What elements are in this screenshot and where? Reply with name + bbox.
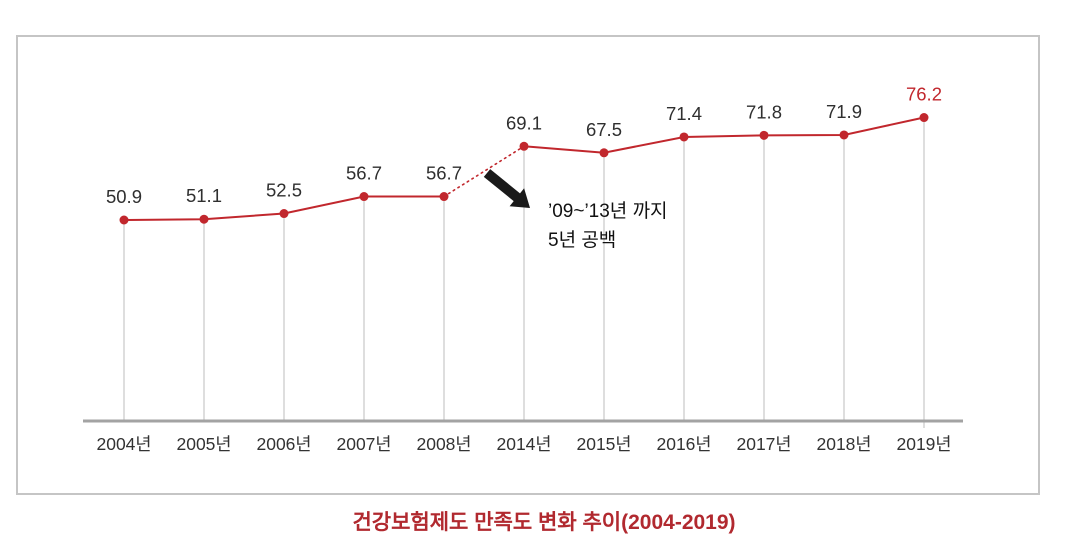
value-label: 56.7 <box>426 163 462 184</box>
data-point-marker <box>519 141 529 151</box>
value-label: 52.5 <box>266 180 302 201</box>
gap-annotation: ’09~’13년 까지 5년 공백 <box>548 197 668 255</box>
chart-frame: 50.9 51.1 52.5 56.7 56.7 69.1 67.5 71.4 71.8 71.9… <box>16 35 1040 495</box>
data-point-marker <box>119 215 129 225</box>
data-point-marker <box>279 209 289 219</box>
trend-line-late <box>523 116 925 154</box>
value-label: 67.5 <box>586 119 622 140</box>
data-point-marker <box>839 130 849 140</box>
x-tick-label: 2005년 <box>176 434 231 454</box>
value-label: 71.9 <box>826 101 862 122</box>
x-tick-label: 2006년 <box>256 434 311 454</box>
x-tick-label: 2015년 <box>576 434 631 454</box>
value-label: 71.4 <box>666 103 702 124</box>
x-tick-label: 2016년 <box>656 434 711 454</box>
satisfaction-trend-line-chart: 50.9 51.1 52.5 56.7 56.7 69.1 67.5 71.4 71.8 71.9… <box>83 84 963 454</box>
data-point-marker <box>359 192 369 202</box>
x-tick-label: 2018년 <box>816 434 871 454</box>
x-tick-label: 2008년 <box>416 434 471 454</box>
data-point-marker <box>919 113 929 123</box>
x-tick-label: 2017년 <box>736 434 791 454</box>
value-label: 50.9 <box>106 186 142 207</box>
value-label: 51.1 <box>186 185 222 206</box>
gap-annotation-line2: 5년 공백 <box>548 230 617 251</box>
data-point-marker <box>199 214 209 224</box>
value-label: 69.1 <box>506 112 542 133</box>
value-label-highlight: 76.2 <box>906 84 942 105</box>
value-label: 56.7 <box>346 163 382 184</box>
gap-dotted-line <box>443 145 525 198</box>
value-label: 71.8 <box>746 101 782 122</box>
gap-annotation-line1: ’09~’13년 까지 <box>548 201 668 222</box>
data-point-marker <box>679 132 689 142</box>
gap-arrow <box>483 169 530 208</box>
x-tick-label: 2007년 <box>336 434 391 454</box>
x-tick-label: 2019년 <box>896 434 951 454</box>
data-point-marker <box>759 130 769 140</box>
data-point-marker <box>599 148 609 158</box>
x-tick-label: 2004년 <box>96 434 151 454</box>
x-tick-label: 2014년 <box>496 434 551 454</box>
chart-title: 건강보험제도 만족도 변화 추이(2004-2019) <box>352 511 736 534</box>
data-point-marker <box>439 192 449 202</box>
